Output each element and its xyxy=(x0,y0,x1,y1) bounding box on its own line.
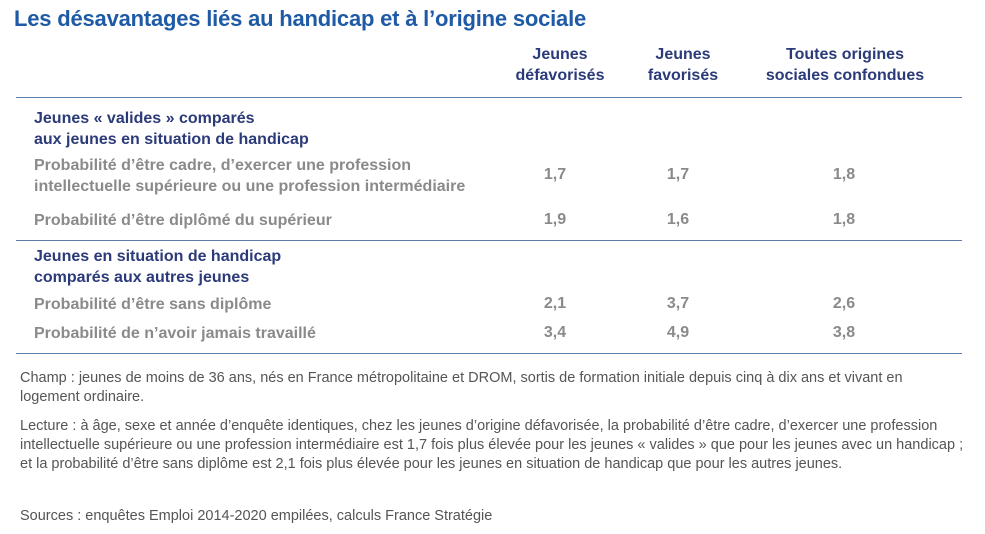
table-rule-bottom xyxy=(16,353,962,354)
group-header-line: aux jeunes en situation de handicap xyxy=(34,131,309,148)
column-header-line: favorisés xyxy=(647,67,719,84)
table-cell: 1,6 xyxy=(666,211,690,228)
column-header-defavorises: Jeunes défavorisés xyxy=(500,44,620,86)
column-header-favorises: Jeunes favorisés xyxy=(628,44,738,86)
column-header-line: Toutes origines xyxy=(786,46,904,63)
column-header-line: Jeunes xyxy=(532,46,588,63)
table-cell: 1,8 xyxy=(832,166,856,183)
note-lecture: Lecture : à âge, sexe et année d’enquête… xyxy=(20,418,964,472)
row-label-cadre: Probabilité d’être cadre, d’exercer une … xyxy=(34,155,465,197)
table-cell: 2,1 xyxy=(543,295,567,312)
note-champ: Champ : jeunes de moins de 36 ans, nés e… xyxy=(20,370,903,405)
row-label-jamais-travaille: Probabilité de n’avoir jamais travaillé xyxy=(34,325,316,342)
group-header-line: comparés aux autres jeunes xyxy=(34,269,250,286)
table-cell: 1,7 xyxy=(666,166,690,183)
row-label-line: intellectuelle supérieure ou une profess… xyxy=(34,178,466,195)
column-header-line: Jeunes xyxy=(655,46,711,63)
column-header-toutes-origines: Toutes origines sociales confondues xyxy=(748,44,942,86)
group-header-line: Jeunes « valides » comparés xyxy=(34,110,255,127)
table-cell: 3,4 xyxy=(543,324,567,341)
page-title: Les désavantages liés au handicap et à l… xyxy=(14,6,587,31)
column-header-line: défavorisés xyxy=(515,67,605,84)
table-cell: 3,7 xyxy=(666,295,690,312)
table-cell: 1,9 xyxy=(543,211,567,228)
table-rule-top xyxy=(16,97,962,98)
table-cell: 3,8 xyxy=(832,324,856,341)
row-label-diplome-superieur: Probabilité d’être diplômé du supérieur xyxy=(34,212,332,229)
column-header-line: sociales confondues xyxy=(765,67,925,84)
group-header-valides: Jeunes « valides » comparés aux jeunes e… xyxy=(34,108,309,150)
table-cell: 4,9 xyxy=(666,324,690,341)
note-sources: Sources : enquêtes Emploi 2014-2020 empi… xyxy=(20,508,493,524)
group-header-line: Jeunes en situation de handicap xyxy=(34,248,282,265)
row-label-line: Probabilité d’être cadre, d’exercer une … xyxy=(34,157,412,174)
table-rule-middle xyxy=(16,240,962,241)
group-header-handicap: Jeunes en situation de handicap comparés… xyxy=(34,246,281,288)
table-cell: 1,8 xyxy=(832,211,856,228)
table-cell: 1,7 xyxy=(543,166,567,183)
row-label-sans-diplome: Probabilité d’être sans diplôme xyxy=(34,296,272,313)
table-cell: 2,6 xyxy=(832,295,856,312)
